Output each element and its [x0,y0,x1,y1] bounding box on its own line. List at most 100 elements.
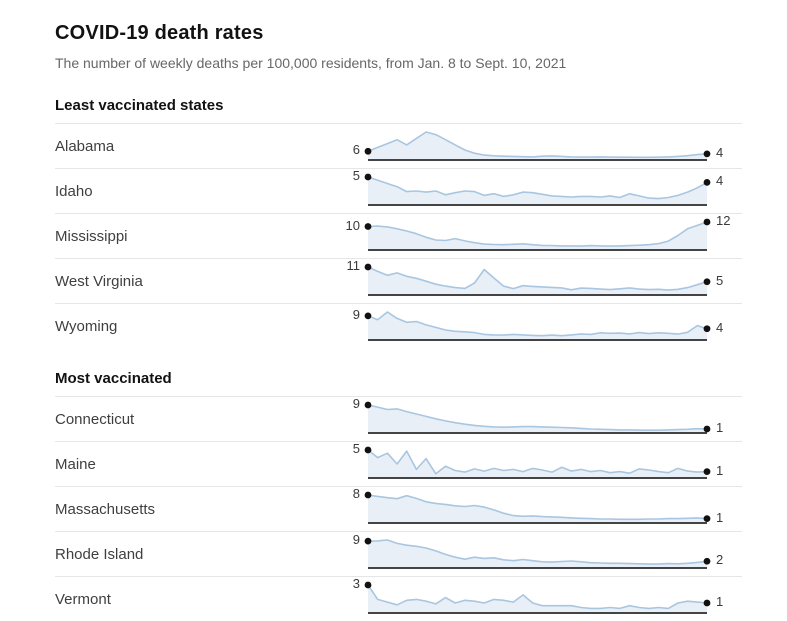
start-dot [364,401,372,409]
start-value-label: 9 [352,306,360,322]
state-label: Rhode Island [55,545,144,563]
start-dot [364,446,372,454]
state-label: Vermont [55,590,111,608]
state-row: West Virginia 11 5 [55,258,742,303]
sparkline-area [368,540,707,567]
start-value-label: 5 [352,168,360,183]
state-label: Maine [55,455,96,473]
sparkline-area [368,312,707,339]
state-label: Massachusetts [55,500,156,518]
start-dot [364,312,372,320]
sparkline-line [367,584,708,610]
sparkline-svg [364,581,711,614]
sparkline-svg [364,537,711,569]
end-dot [703,325,711,333]
state-row: Maine 5 1 [55,441,742,486]
end-dot [703,150,711,158]
sparkline-area [368,585,707,612]
sparkline-line [367,494,708,521]
sparkline-svg [364,401,711,434]
sparkline-svg [364,446,711,479]
start-value-label: 8 [352,486,360,501]
end-value-label: 5 [716,272,724,288]
start-dot [364,491,372,499]
state-row: Idaho 5 4 [55,168,742,213]
section-heading: Most vaccinated [55,370,172,387]
sparkline-area [368,405,707,432]
start-value-label: 10 [345,217,360,233]
sparkline-svg [364,491,711,524]
start-dot [364,147,372,155]
start-value-label: 5 [352,441,360,456]
state-row: Massachusetts 8 1 [55,486,742,531]
start-value-label: 6 [352,142,360,158]
end-dot [703,179,711,186]
end-value-label: 12 [716,213,731,228]
sparkline-area [368,450,707,477]
sparkline-chart: 11 5 [338,258,742,303]
section-heading: Least vaccinated states [55,97,224,114]
state-label: Wyoming [55,317,118,335]
sparkline-line [367,539,708,565]
start-dot [364,263,372,271]
state-row: Wyoming 9 4 [55,303,742,348]
state-row: Rhode Island 9 2 [55,531,742,576]
start-dot [364,173,372,181]
start-value-label: 11 [346,258,361,273]
end-value-label: 4 [716,173,724,189]
page-title: COVID-19 death rates [55,22,264,44]
state-row: Alabama 6 4 [55,123,742,168]
chart-sections: Least vaccinated states Alabama 6 4 Idaho 5 4 M… [55,91,742,621]
state-label: Alabama [55,137,115,155]
state-row: Vermont 3 1 [55,576,742,621]
state-label: Idaho [55,182,93,200]
sparkline-svg [364,311,711,341]
sparkline-chart: 10 12 [338,213,742,258]
start-value-label: 9 [352,532,360,548]
state-label: West Virginia [55,272,143,290]
sparkline-line [367,266,708,291]
sparkline-line [367,221,708,247]
state-label: Mississippi [55,227,128,245]
end-value-label: 2 [716,552,724,568]
state-row: Mississippi 10 12 [55,213,742,258]
end-dot [703,468,711,475]
state-label: Connecticut [55,410,135,428]
sparkline-area [368,222,707,249]
start-dot [364,537,372,545]
end-dot [703,515,711,523]
sparkline-svg [364,263,711,296]
end-value-label: 1 [716,462,724,478]
end-value-label: 1 [716,594,724,609]
end-dot [703,599,711,607]
sparkline-line [367,404,708,431]
end-value-label: 4 [716,144,724,160]
state-row: Connecticut 9 1 [55,396,742,441]
end-value-label: 1 [716,509,724,525]
sparkline-area [368,132,707,159]
end-dot [703,278,711,286]
page-subtitle: The number of weekly deaths per 100,000 … [55,55,567,71]
start-value-label: 9 [352,396,360,411]
sparkline-line [367,449,708,475]
sparkline-line [367,311,708,337]
start-dot [364,581,372,589]
end-dot [703,218,711,226]
sparkline-svg [364,173,711,206]
start-dot [364,223,372,230]
sparkline-line [367,176,708,200]
sparkline-svg [364,218,711,251]
end-dot [703,425,711,433]
sparkline-line [367,131,708,159]
sparkline-svg [364,131,711,161]
end-value-label: 4 [716,319,724,335]
